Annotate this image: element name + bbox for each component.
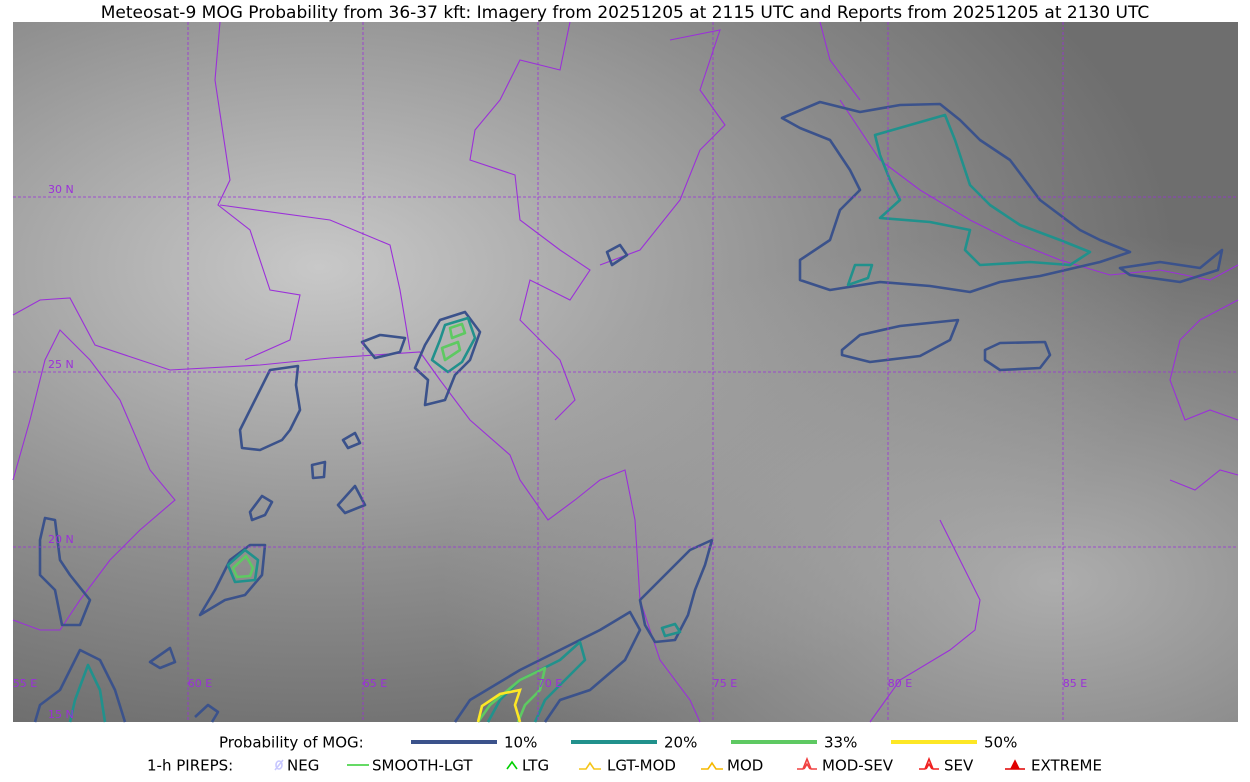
lon-label: 75 E [713, 677, 737, 690]
lon-label: 60 E [188, 677, 212, 690]
contours [33, 100, 1224, 723]
legend-label: LTG [522, 757, 549, 775]
pirep-icon [506, 760, 518, 770]
legend-label: NEG [287, 757, 319, 775]
legend: Probability of MOG: 10% 20% 33% 50% 1-h PIREP… [147, 734, 1102, 775]
pirep-icon [579, 761, 601, 770]
legend-label: 10% [504, 734, 537, 752]
lat-label: 25 N [48, 358, 74, 371]
lat-label: 20 N [48, 533, 74, 546]
legend-label: MOD-SEV [822, 757, 894, 775]
pirep-icon [919, 756, 939, 770]
legend-label: SMOOTH-LGT [372, 757, 473, 775]
graticule: 30 N 25 N 20 N 15 N 55 E 60 E 65 E 70 E 75 E 80 E… [13, 22, 1238, 722]
legend-heading: Probability of MOG: [219, 734, 364, 752]
legend-label: 50% [984, 734, 1017, 752]
map: 30 N 25 N 20 N 15 N 55 E 60 E 65 E 70 E 75 E 80 E… [12, 21, 1239, 723]
pirep-icon [701, 761, 723, 770]
legend-label: LGT-MOD [607, 757, 676, 775]
lat-label: 30 N [48, 183, 74, 196]
legend-label: MOD [727, 757, 763, 775]
legend-label: SEV [944, 757, 974, 775]
lat-label: 15 N [48, 708, 74, 721]
lon-label: 65 E [363, 677, 387, 690]
lon-label: 80 E [888, 677, 912, 690]
pirep-icon [797, 756, 817, 770]
title: Meteosat-9 MOG Probability from 36-37 kf… [101, 3, 1150, 23]
legend-label: EXTREME [1031, 757, 1102, 775]
legend-heading: 1-h PIREPS: [147, 757, 233, 775]
lon-label: 85 E [1063, 677, 1087, 690]
legend-label: 33% [824, 734, 857, 752]
pirep-icon [274, 759, 284, 771]
legend-label: 20% [664, 734, 697, 752]
lon-label: 55 E [13, 677, 37, 690]
lon-label: 70 E [538, 677, 562, 690]
pirep-icon [1005, 759, 1025, 770]
